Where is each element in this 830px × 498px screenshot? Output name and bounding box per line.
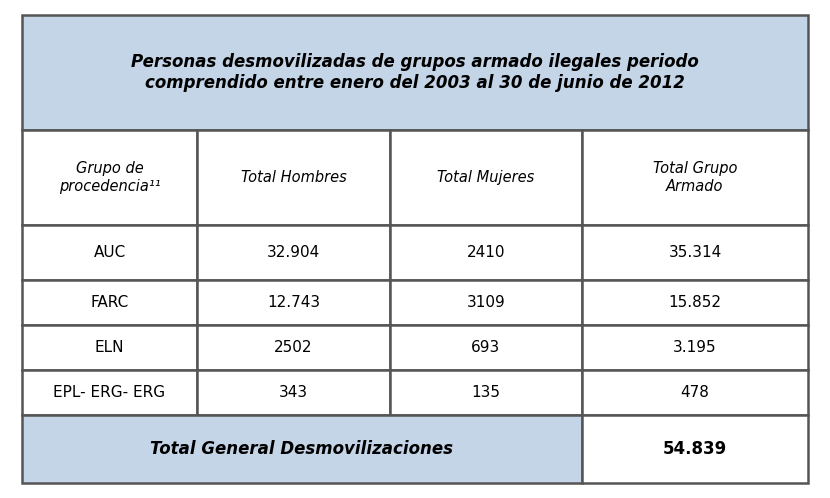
Text: EPL- ERG- ERG: EPL- ERG- ERG [53,385,165,400]
Text: ELN: ELN [95,340,124,355]
Bar [582,225,808,280]
Text: Total Hombres: Total Hombres [241,170,346,185]
Text: 478: 478 [681,385,710,400]
Text: 54.839: 54.839 [663,440,727,458]
Text: 32.904: 32.904 [267,245,320,260]
Bar [22,415,582,483]
Bar [582,130,808,225]
Bar [582,325,808,370]
Text: FARC: FARC [90,295,129,310]
Bar [390,130,582,225]
Bar [582,415,808,483]
Bar [582,370,808,415]
Text: 3109: 3109 [466,295,505,310]
Bar [22,370,197,415]
Text: AUC: AUC [93,245,125,260]
Bar [22,225,197,280]
Text: Total Grupo
Armado: Total Grupo Armado [652,161,737,194]
Text: 343: 343 [279,385,308,400]
Text: 12.743: 12.743 [267,295,320,310]
Bar [22,325,197,370]
Bar [22,280,197,325]
Bar [390,280,582,325]
Text: 15.852: 15.852 [668,295,721,310]
Bar [22,130,197,225]
Bar [197,225,390,280]
Bar [197,130,390,225]
Bar [197,280,390,325]
Text: 693: 693 [471,340,500,355]
Text: Total General Desmovilizaciones: Total General Desmovilizaciones [150,440,453,458]
Bar [390,325,582,370]
Text: 35.314: 35.314 [668,245,721,260]
Bar [390,225,582,280]
Bar [22,15,808,130]
Text: 3.195: 3.195 [673,340,717,355]
Text: 135: 135 [471,385,500,400]
Bar [390,370,582,415]
Text: Grupo de
procedencia¹¹: Grupo de procedencia¹¹ [59,161,160,194]
Bar [197,370,390,415]
Text: Total Mujeres: Total Mujeres [437,170,535,185]
Bar [197,325,390,370]
Text: 2502: 2502 [274,340,313,355]
Text: Personas desmovilizadas de grupos armado ilegales periodo
comprendido entre ener: Personas desmovilizadas de grupos armado… [131,53,699,92]
Bar [582,280,808,325]
Text: 2410: 2410 [466,245,505,260]
